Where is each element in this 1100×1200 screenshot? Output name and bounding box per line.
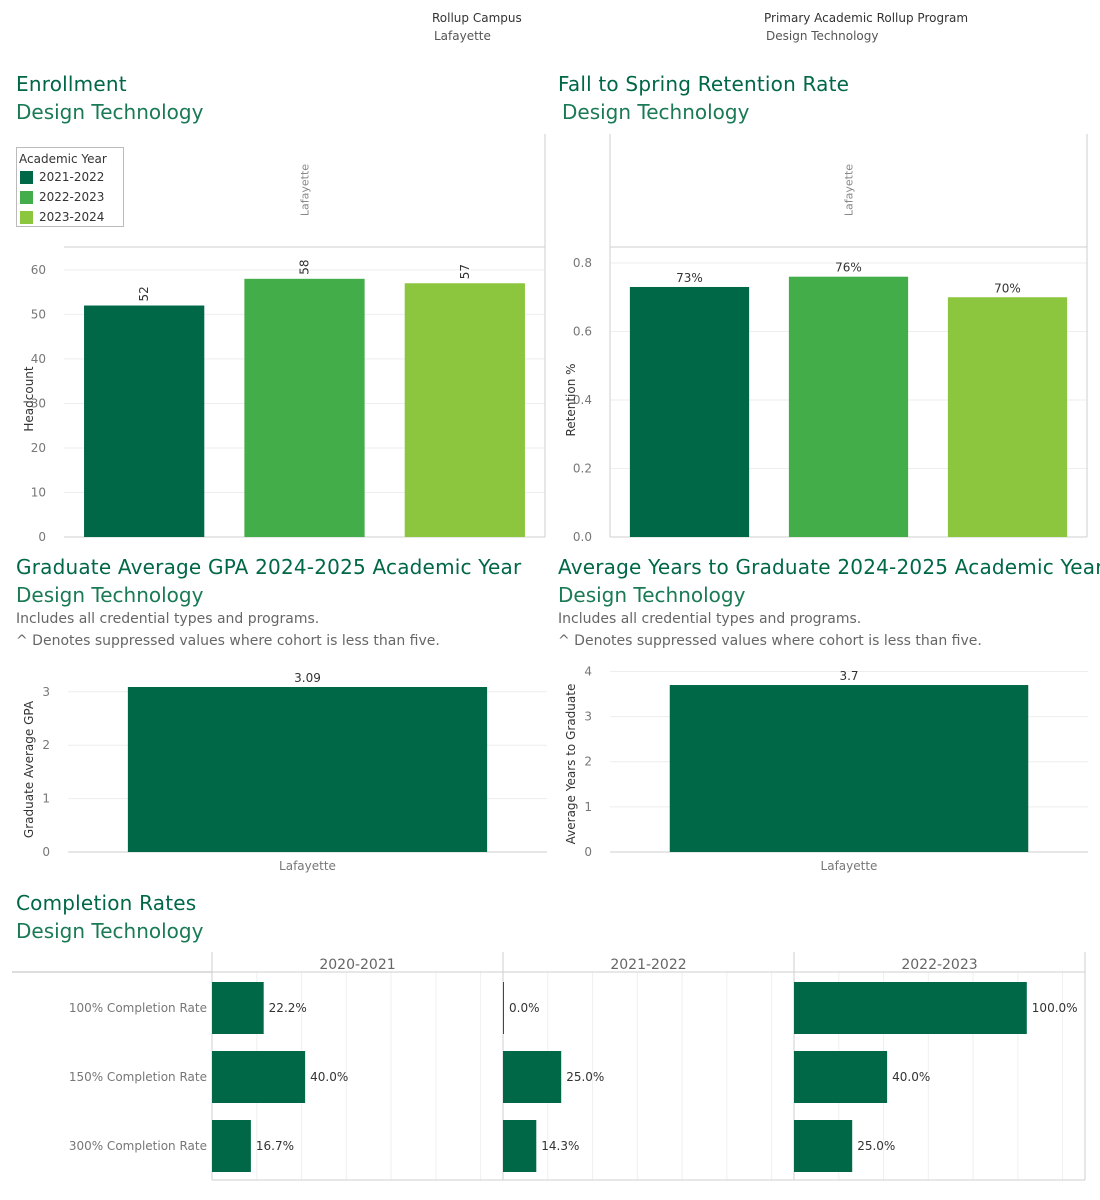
completion-data-label: 25.0% bbox=[566, 1070, 604, 1084]
enrollment-ytick-label: 30 bbox=[31, 396, 46, 410]
retention-data-label: 70% bbox=[994, 281, 1021, 295]
completion-bar bbox=[212, 1120, 251, 1172]
years-note-suppressed: ^ Denotes suppressed values where cohort… bbox=[558, 633, 982, 649]
years-ytick-label: 0 bbox=[584, 845, 592, 859]
completion-data-label: 40.0% bbox=[892, 1070, 930, 1084]
completion-bar bbox=[794, 1051, 888, 1103]
completion-bar bbox=[503, 1120, 537, 1172]
years-subtitle: Design Technology bbox=[558, 583, 746, 607]
retention-bar bbox=[788, 276, 909, 537]
years-title: Average Years to Graduate 2024-2025 Acad… bbox=[558, 555, 1100, 579]
completion-column-header: 2022-2023 bbox=[901, 957, 977, 973]
gpa-y-axis-label: Graduate Average GPA bbox=[22, 700, 36, 838]
completion-data-label: 25.0% bbox=[857, 1139, 895, 1153]
legend-label: 2022-2023 bbox=[39, 190, 105, 204]
years-ytick-label: 2 bbox=[584, 755, 592, 769]
retention-title: Fall to Spring Retention Rate bbox=[558, 72, 850, 96]
years-y-axis-label: Average Years to Graduate bbox=[564, 684, 578, 845]
completion-title: Completion Rates bbox=[16, 891, 197, 915]
gpa-note-suppressed: ^ Denotes suppressed values where cohort… bbox=[16, 633, 440, 649]
retention-panel-label: Lafayette bbox=[843, 164, 856, 216]
enrollment-bar bbox=[84, 305, 205, 537]
gpa-x-tick-label: Lafayette bbox=[279, 859, 336, 873]
enrollment-data-label: 52 bbox=[137, 286, 151, 301]
enrollment-bar bbox=[404, 283, 525, 537]
gpa-title: Graduate Average GPA 2024-2025 Academic … bbox=[16, 555, 522, 579]
years-x-tick-label: Lafayette bbox=[821, 859, 878, 873]
completion-data-label: 14.3% bbox=[541, 1139, 579, 1153]
completion-data-label: 16.7% bbox=[256, 1139, 294, 1153]
legend-label: 2021-2022 bbox=[39, 170, 105, 184]
retention-ytick-label: 0.6 bbox=[573, 325, 592, 339]
years-bar bbox=[669, 685, 1029, 852]
legend-item-2022-2023[interactable]: 2022-2023 bbox=[20, 190, 104, 204]
enrollment-ytick-label: 20 bbox=[31, 441, 46, 455]
legend-label: 2023-2024 bbox=[39, 210, 105, 224]
completion-bar bbox=[503, 982, 504, 1034]
completion-bar bbox=[212, 1051, 306, 1103]
completion-bar bbox=[794, 1120, 853, 1172]
completion-subtitle: Design Technology bbox=[16, 919, 204, 943]
legend-item-2021-2022[interactable]: 2021-2022 bbox=[20, 170, 104, 184]
gpa-ytick-label: 3 bbox=[42, 685, 50, 699]
retention-ytick-label: 0.4 bbox=[573, 393, 592, 407]
program-filter-label: Primary Academic Rollup Program bbox=[764, 11, 969, 25]
gpa-ytick-label: 1 bbox=[42, 792, 50, 806]
completion-bar bbox=[212, 982, 264, 1034]
completion-data-label: 40.0% bbox=[310, 1070, 348, 1084]
gpa-bar bbox=[127, 687, 488, 852]
enrollment-bar bbox=[244, 278, 365, 537]
completion-row-label: 150% Completion Rate bbox=[69, 1070, 207, 1084]
gpa-ytick-label: 2 bbox=[42, 738, 50, 752]
legend-swatch-dark bbox=[20, 170, 33, 184]
gpa-ytick-label: 0 bbox=[42, 845, 50, 859]
retention-ytick-label: 0.0 bbox=[573, 530, 592, 544]
gpa-note-credentials: Includes all credential types and progra… bbox=[16, 611, 320, 627]
enrollment-data-label: 58 bbox=[298, 260, 312, 275]
enrollment-subtitle: Design Technology bbox=[16, 100, 204, 124]
program-filter-value[interactable]: Design Technology bbox=[766, 29, 879, 43]
years-ytick-label: 4 bbox=[584, 664, 592, 678]
completion-data-label: 0.0% bbox=[509, 1001, 540, 1015]
completion-column-header: 2020-2021 bbox=[319, 957, 395, 973]
retention-ytick-label: 0.2 bbox=[573, 462, 592, 476]
enrollment-ytick-label: 60 bbox=[31, 263, 46, 277]
enrollment-ytick-label: 0 bbox=[38, 530, 46, 544]
retention-subtitle: Design Technology bbox=[562, 100, 750, 124]
retention-data-label: 76% bbox=[835, 261, 862, 275]
retention-bar bbox=[629, 286, 750, 537]
years-note-credentials: Includes all credential types and progra… bbox=[558, 611, 862, 627]
years-data-label: 3.7 bbox=[839, 669, 858, 683]
completion-data-label: 100.0% bbox=[1032, 1001, 1078, 1015]
enrollment-title: Enrollment bbox=[16, 72, 127, 96]
enrollment-ytick-label: 50 bbox=[31, 307, 46, 321]
legend-item-2023-2024[interactable]: 2023-2024 bbox=[20, 210, 104, 224]
enrollment-data-label: 57 bbox=[458, 264, 472, 279]
completion-data-label: 22.2% bbox=[269, 1001, 307, 1015]
legend-swatch-light bbox=[20, 210, 33, 224]
retention-data-label: 73% bbox=[676, 271, 703, 285]
enrollment-ytick-label: 40 bbox=[31, 352, 46, 366]
gpa-data-label: 3.09 bbox=[294, 671, 321, 685]
completion-bar bbox=[794, 982, 1027, 1034]
enrollment-panel-label: Lafayette bbox=[299, 164, 312, 216]
years-ytick-label: 3 bbox=[584, 710, 592, 724]
completion-column-header: 2021-2022 bbox=[610, 957, 686, 973]
campus-filter-value[interactable]: Lafayette bbox=[434, 29, 491, 43]
completion-row-label: 300% Completion Rate bbox=[69, 1139, 207, 1153]
enrollment-ytick-label: 10 bbox=[31, 485, 46, 499]
legend-swatch-mid bbox=[20, 190, 33, 204]
years-ytick-label: 1 bbox=[584, 800, 592, 814]
legend-title: Academic Year bbox=[19, 152, 107, 166]
retention-bar bbox=[947, 297, 1068, 537]
enrollment-y-axis-label: Headcount bbox=[22, 366, 36, 432]
retention-ytick-label: 0.8 bbox=[573, 256, 592, 270]
gpa-subtitle: Design Technology bbox=[16, 583, 204, 607]
enrollment-legend: Academic Year 2021-2022 2022-2023 2023-2… bbox=[16, 147, 124, 227]
campus-filter-label: Rollup Campus bbox=[432, 11, 522, 25]
retention-y-axis-label: Retention % bbox=[564, 363, 578, 436]
completion-bar bbox=[503, 1051, 562, 1103]
completion-row-label: 100% Completion Rate bbox=[69, 1001, 207, 1015]
